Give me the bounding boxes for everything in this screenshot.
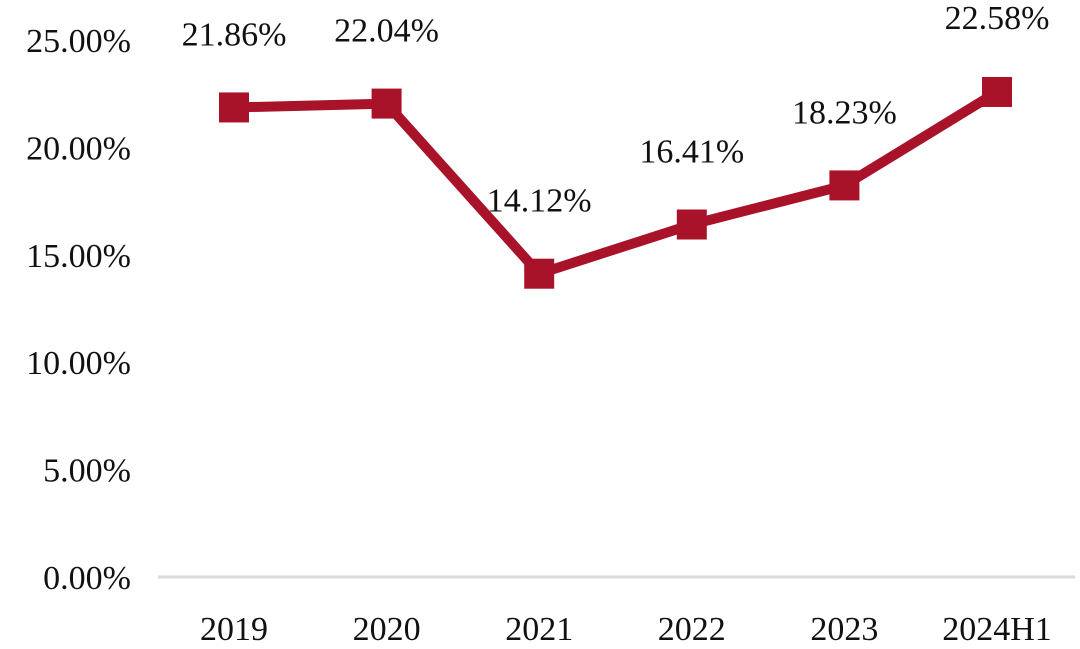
- series-line: [229, 86, 1002, 279]
- data-label: 14.12%: [487, 183, 592, 220]
- data-labels: 21.86% 22.04% 14.12% 16.41% 18.23% 22.58%: [182, 0, 1050, 220]
- y-tick-label: 20.00%: [26, 130, 131, 167]
- data-point-marker: [829, 170, 860, 201]
- series-group: [219, 76, 1012, 289]
- data-label: 16.41%: [639, 134, 744, 171]
- data-point-marker: [676, 209, 707, 240]
- data-point-marker: [982, 76, 1012, 107]
- y-tick-label: 10.00%: [26, 345, 131, 382]
- x-axis: 2019 2020 2021 2022 2023 2024H1: [200, 611, 1052, 648]
- data-label: 22.04%: [334, 13, 439, 50]
- y-tick-label: 0.00%: [43, 560, 131, 597]
- data-point-marker: [524, 258, 555, 289]
- data-label: 21.86%: [182, 16, 287, 53]
- data-point-marker: [371, 88, 402, 119]
- data-label: 22.58%: [945, 0, 1050, 37]
- y-tick-label: 15.00%: [26, 238, 131, 275]
- data-point-marker: [219, 92, 249, 123]
- x-tick-label: 2024H1: [942, 611, 1052, 648]
- x-tick-label: 2022: [658, 611, 726, 648]
- x-tick-label: 2019: [200, 611, 268, 648]
- x-tick-label: 2020: [353, 611, 421, 648]
- x-tick-label: 2021: [505, 611, 573, 648]
- y-axis: 0.00% 5.00% 10.00% 15.00% 20.00% 25.00%: [26, 23, 131, 597]
- data-label: 18.23%: [792, 94, 897, 131]
- y-tick-label: 25.00%: [26, 23, 131, 60]
- y-tick-label: 5.00%: [43, 453, 131, 490]
- x-tick-label: 2023: [810, 611, 878, 648]
